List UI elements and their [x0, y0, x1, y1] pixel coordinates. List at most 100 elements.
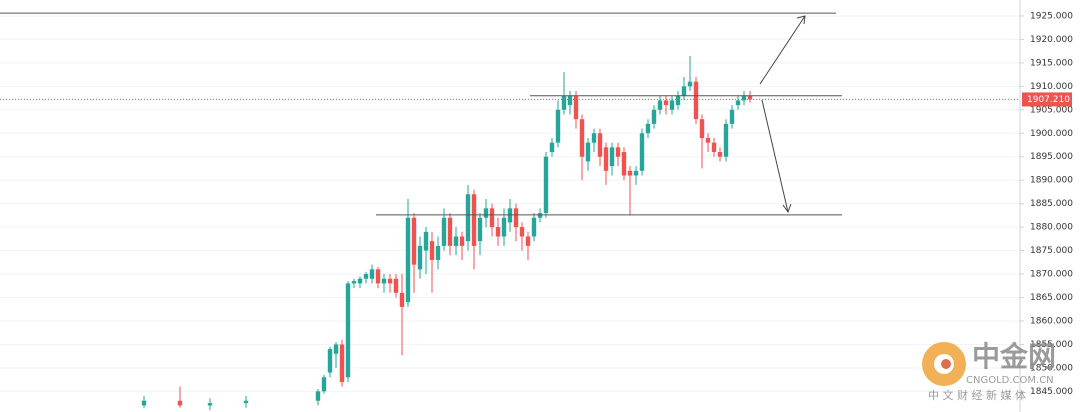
- candle-body: [387, 278, 393, 284]
- candle-body: [519, 227, 525, 237]
- candle-body: [687, 81, 693, 87]
- candle-body: [435, 245, 441, 260]
- price-tag-label: 1907.210: [1027, 95, 1070, 105]
- candle-body: [627, 170, 633, 176]
- candle-body: [669, 100, 675, 110]
- candle-body: [567, 95, 573, 106]
- candle-body: [393, 278, 399, 293]
- candle-body: [717, 152, 723, 157]
- candle-body: [699, 119, 705, 138]
- y-tick-label: 1855.000: [1030, 340, 1073, 350]
- y-tick-label: 1875.000: [1030, 246, 1073, 256]
- candle-body: [675, 95, 681, 106]
- price-tag: [1022, 92, 1072, 107]
- candle-body: [207, 403, 213, 406]
- arrow-up: [759, 15, 806, 85]
- candle-body: [447, 217, 453, 246]
- candle-body: [693, 81, 699, 120]
- candle-body: [417, 245, 423, 270]
- y-tick-label: 1915.000: [1030, 58, 1073, 68]
- candle-body: [615, 147, 621, 157]
- candle-body: [375, 269, 381, 284]
- candle-body: [405, 217, 411, 303]
- candle-body: [327, 349, 333, 373]
- watermark-tagline: 中 文 财 经 新 媒 体: [928, 388, 1026, 402]
- candle-body: [429, 241, 435, 260]
- candle-body: [333, 344, 339, 354]
- candle-body: [489, 208, 495, 228]
- y-tick-label: 1850.000: [1030, 363, 1073, 373]
- candle-body: [603, 147, 609, 171]
- candle-body: [633, 170, 639, 176]
- candle-body: [585, 142, 591, 162]
- candle-body: [411, 217, 417, 265]
- arrow-head: [796, 15, 806, 25]
- candle-body: [723, 123, 729, 157]
- candle-body: [657, 100, 663, 110]
- candle-body: [243, 400, 249, 404]
- candle-body: [483, 208, 489, 218]
- candle-body: [399, 292, 405, 307]
- y-tick-label: 1880.000: [1030, 223, 1073, 233]
- candle-body: [609, 147, 615, 167]
- candle-body: [423, 231, 429, 251]
- candle-body: [549, 142, 555, 153]
- candle-body: [645, 123, 651, 134]
- candle-body: [735, 100, 741, 106]
- candle-body: [531, 217, 537, 237]
- y-tick-label: 1895.000: [1030, 152, 1073, 162]
- candle-body: [471, 194, 477, 246]
- candle-body: [501, 217, 507, 237]
- candle-body: [561, 95, 567, 110]
- candle-body: [663, 100, 669, 106]
- y-tick-label: 1920.000: [1030, 35, 1073, 45]
- candle-body: [513, 208, 519, 228]
- candle-body: [639, 133, 645, 171]
- candle-body: [345, 283, 351, 378]
- y-tick-label: 1860.000: [1030, 316, 1073, 326]
- candle-body: [525, 236, 531, 246]
- candle-body: [465, 194, 471, 242]
- candle-body: [369, 269, 375, 279]
- watermark-name: 中金网: [972, 340, 1056, 373]
- candle-body: [555, 109, 561, 143]
- candle-body: [711, 142, 717, 153]
- candle-body: [453, 236, 459, 246]
- candle-body: [705, 137, 711, 143]
- y-tick-label: 1845.000: [1030, 387, 1073, 397]
- candle-body: [579, 119, 585, 157]
- y-tick-label: 1910.000: [1030, 82, 1073, 92]
- y-tick-label: 1890.000: [1030, 176, 1073, 186]
- candle-body: [729, 109, 735, 124]
- candle-body: [315, 391, 321, 401]
- candle-body: [141, 400, 147, 406]
- watermark-site: CNGOLD.COM.CN: [966, 375, 1054, 386]
- candle-body: [597, 133, 603, 157]
- candle-body: [441, 217, 447, 246]
- arrow-head: [782, 203, 792, 214]
- watermark: 中金网 CNGOLD.COM.CN 中 文 财 经 新 媒 体: [922, 340, 1056, 402]
- candle-body: [495, 227, 501, 237]
- candle-body: [543, 156, 549, 214]
- candle-body: [573, 95, 579, 120]
- candle-body: [339, 344, 345, 382]
- candle-body: [741, 95, 747, 101]
- candle-body: [477, 217, 483, 242]
- candle-body: [591, 133, 597, 143]
- candle-body: [621, 152, 627, 176]
- candle-body: [321, 377, 327, 392]
- candle-body: [351, 281, 357, 284]
- candle-body: [177, 400, 183, 406]
- logo: [941, 359, 951, 369]
- arrow-down: [761, 99, 789, 213]
- y-tick-label: 1865.000: [1030, 293, 1073, 303]
- candle-body: [357, 278, 363, 284]
- y-tick-label: 1870.000: [1030, 270, 1073, 280]
- candle-body: [381, 278, 387, 284]
- y-tick-label: 1900.000: [1030, 129, 1073, 139]
- candle-body: [459, 236, 465, 246]
- y-tick-label: 1905.000: [1030, 105, 1073, 115]
- y-tick-label: 1885.000: [1030, 199, 1073, 209]
- candle-body: [363, 274, 369, 279]
